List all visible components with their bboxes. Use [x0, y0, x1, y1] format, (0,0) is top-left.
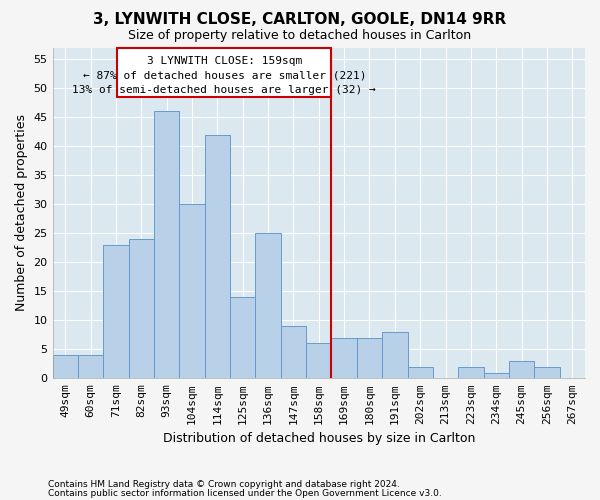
Text: Contains public sector information licensed under the Open Government Licence v3: Contains public sector information licen…	[48, 490, 442, 498]
Bar	[509, 361, 534, 378]
Bar	[331, 338, 357, 378]
Text: 13% of semi-detached houses are larger (32) →: 13% of semi-detached houses are larger (…	[73, 85, 376, 95]
Y-axis label: Number of detached properties: Number of detached properties	[15, 114, 28, 312]
Bar	[53, 355, 78, 378]
Bar	[407, 366, 433, 378]
Bar	[281, 326, 306, 378]
Bar	[154, 112, 179, 378]
Text: Contains HM Land Registry data © Crown copyright and database right 2024.: Contains HM Land Registry data © Crown c…	[48, 480, 400, 489]
Bar	[534, 366, 560, 378]
Bar	[484, 372, 509, 378]
Bar	[117, 48, 331, 97]
Text: 3, LYNWITH CLOSE, CARLTON, GOOLE, DN14 9RR: 3, LYNWITH CLOSE, CARLTON, GOOLE, DN14 9…	[94, 12, 506, 28]
Text: 3 LYNWITH CLOSE: 159sqm: 3 LYNWITH CLOSE: 159sqm	[146, 56, 302, 66]
Bar	[78, 355, 103, 378]
Bar	[357, 338, 382, 378]
Text: Size of property relative to detached houses in Carlton: Size of property relative to detached ho…	[128, 29, 472, 42]
Bar	[128, 239, 154, 378]
Bar	[256, 233, 281, 378]
Bar	[103, 245, 128, 378]
Bar	[230, 297, 256, 378]
Bar	[306, 344, 331, 378]
Bar	[179, 204, 205, 378]
Bar	[458, 366, 484, 378]
Text: ← 87% of detached houses are smaller (221): ← 87% of detached houses are smaller (22…	[83, 70, 366, 81]
Bar	[382, 332, 407, 378]
Bar	[205, 134, 230, 378]
X-axis label: Distribution of detached houses by size in Carlton: Distribution of detached houses by size …	[163, 432, 475, 445]
